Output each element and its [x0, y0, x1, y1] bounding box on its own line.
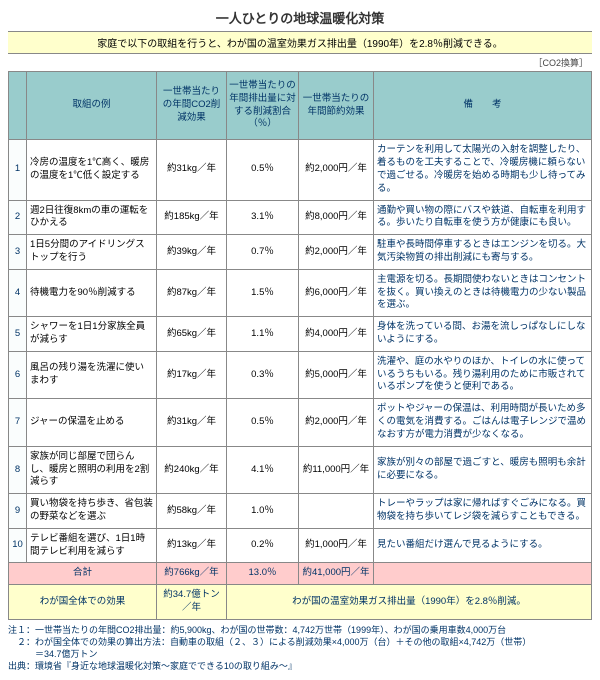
- col-effect: 一世帯当たりの年間CO2削減効果: [157, 72, 227, 140]
- page-subtitle: 家庭で以下の取組を行うと、わが国の温室効果ガス排出量（1990年）を2.8％削減…: [8, 31, 592, 54]
- row-example: 1日5分間のアイドリングストップを行う: [27, 235, 157, 270]
- row-percent: 1.0％: [227, 494, 299, 529]
- row-yen: 約2,000円／年: [299, 140, 374, 200]
- row-num: 5: [9, 317, 27, 352]
- col-example: 取組の例: [27, 72, 157, 140]
- total-yen: 約41,000円／年: [299, 563, 374, 585]
- table-header-row: 取組の例 一世帯当たりの年間CO2削減効果 一世帯当たりの年間排出量に対する削減…: [9, 72, 592, 140]
- row-note: 身体を洗っている間、お湯を流しっぱなしにしないようにする。: [374, 317, 592, 352]
- row-percent: 0.2％: [227, 528, 299, 563]
- row-effect: 約17kg／年: [157, 351, 227, 398]
- footnote-3: ＝34.7億万トン: [8, 648, 592, 660]
- row-note: ポットやジャーの保温は、利用時間が長いため多くの電気を消費する。ごはんは電子レン…: [374, 399, 592, 446]
- row-effect: 約58kg／年: [157, 494, 227, 529]
- row-note: 駐車や長時間停車するときはエンジンを切る。大気汚染物質の排出削減にも寄与する。: [374, 235, 592, 270]
- row-yen: 約6,000円／年: [299, 269, 374, 316]
- row-yen: 約11,000円／年: [299, 446, 374, 493]
- row-example: ジャーの保温を止める: [27, 399, 157, 446]
- row-example: テレビ番組を選び、1日1時間テレビ利用を減らす: [27, 528, 157, 563]
- row-yen: 約4,000円／年: [299, 317, 374, 352]
- footnote-source: 出典：環境省『身近な地球温暖化対策～家庭でできる10の取り組み～』: [8, 660, 592, 672]
- row-num: 9: [9, 494, 27, 529]
- row-percent: 0.5％: [227, 399, 299, 446]
- grand-row: わが国全体での効果 約34.7億トン／年 わが国の温室効果ガス排出量（1990年…: [9, 585, 592, 620]
- row-yen: [299, 494, 374, 529]
- row-percent: 0.5％: [227, 140, 299, 200]
- row-example: 待機電力を90％削減する: [27, 269, 157, 316]
- total-label: 合計: [9, 563, 157, 585]
- row-yen: 約2,000円／年: [299, 235, 374, 270]
- row-num: 3: [9, 235, 27, 270]
- table-row: 8家族が同じ部屋で団らんし、暖房と照明の利用を2割減らす約240kg／年4.1％…: [9, 446, 592, 493]
- row-effect: 約13kg／年: [157, 528, 227, 563]
- row-yen: 約2,000円／年: [299, 399, 374, 446]
- page-title: 一人ひとりの地球温暖化対策: [8, 8, 592, 27]
- row-effect: 約39kg／年: [157, 235, 227, 270]
- col-note: 備 考: [374, 72, 592, 140]
- grand-label: わが国全体での効果: [9, 585, 157, 620]
- row-effect: 約31kg／年: [157, 140, 227, 200]
- total-note-empty: [374, 563, 592, 585]
- footnotes: 注１：一世帯当たりの年間CO2排出量：約5,900kg、わが国の世帯数：4,74…: [8, 624, 592, 673]
- row-num: 6: [9, 351, 27, 398]
- row-yen: 約1,000円／年: [299, 528, 374, 563]
- total-effect: 約766kg／年: [157, 563, 227, 585]
- row-note: 見たい番組だけ選んで見るようにする。: [374, 528, 592, 563]
- row-percent: 4.1％: [227, 446, 299, 493]
- footnote-2: ２：わが国全体での効果の算出方法：自動車の取組（２、３）による削減効果×4,00…: [8, 636, 592, 648]
- table-row: 1冷房の温度を1℃高く、暖房の温度を1℃低く設定する約31kg／年0.5％約2,…: [9, 140, 592, 200]
- row-effect: 約65kg／年: [157, 317, 227, 352]
- grand-note: わが国の温室効果ガス排出量（1990年）を2.8％削減。: [227, 585, 592, 620]
- total-percent: 13.0％: [227, 563, 299, 585]
- row-note: 主電源を切る。長期間使わないときはコンセントを抜く。買い換えのときは待機電力の少…: [374, 269, 592, 316]
- col-percent: 一世帯当たりの年間排出量に対する削減割合（％）: [227, 72, 299, 140]
- row-yen: 約5,000円／年: [299, 351, 374, 398]
- row-percent: 1.1％: [227, 317, 299, 352]
- table-row: 31日5分間のアイドリングストップを行う約39kg／年0.7％約2,000円／年…: [9, 235, 592, 270]
- total-row: 合計 約766kg／年 13.0％ 約41,000円／年: [9, 563, 592, 585]
- row-num: 8: [9, 446, 27, 493]
- col-num: [9, 72, 27, 140]
- measures-table: 取組の例 一世帯当たりの年間CO2削減効果 一世帯当たりの年間排出量に対する削減…: [8, 71, 592, 620]
- table-row: 6風呂の残り湯を洗濯に使いまわす約17kg／年0.3％約5,000円／年洗濯や、…: [9, 351, 592, 398]
- row-percent: 0.7％: [227, 235, 299, 270]
- footnote-1: 注１：一世帯当たりの年間CO2排出量：約5,900kg、わが国の世帯数：4,74…: [8, 624, 592, 636]
- row-example: シャワーを1日1分家族全員が減らす: [27, 317, 157, 352]
- row-num: 1: [9, 140, 27, 200]
- row-effect: 約185kg／年: [157, 200, 227, 235]
- unit-note: ［CO2換算］: [8, 54, 592, 71]
- table-row: 2週2日往復8kmの車の運転をひかえる約185kg／年3.1％約8,000円／年…: [9, 200, 592, 235]
- table-row: 4待機電力を90％削減する約87kg／年1.5％約6,000円／年主電源を切る。…: [9, 269, 592, 316]
- row-percent: 3.1％: [227, 200, 299, 235]
- row-note: 洗濯や、庭の水やりのほか、トイレの水に使っているうちもいる。残り湯利用のために市…: [374, 351, 592, 398]
- row-num: 10: [9, 528, 27, 563]
- row-effect: 約240kg／年: [157, 446, 227, 493]
- row-effect: 約87kg／年: [157, 269, 227, 316]
- row-example: 家族が同じ部屋で団らんし、暖房と照明の利用を2割減らす: [27, 446, 157, 493]
- col-yen: 一世帯当たりの年間節約効果: [299, 72, 374, 140]
- row-example: 風呂の残り湯を洗濯に使いまわす: [27, 351, 157, 398]
- table-row: 9買い物袋を持ち歩き、省包装の野菜などを選ぶ約58kg／年1.0％ トレーやラップ…: [9, 494, 592, 529]
- table-row: 5シャワーを1日1分家族全員が減らす約65kg／年1.1％約4,000円／年身体…: [9, 317, 592, 352]
- table-row: 10テレビ番組を選び、1日1時間テレビ利用を減らす約13kg／年0.2％約1,0…: [9, 528, 592, 563]
- row-note: 家族が別々の部屋で過ごすと、暖房も照明も余計に必要になる。: [374, 446, 592, 493]
- row-note: 通勤や買い物の際にバスや鉄道、自転車を利用する。歩いたり自転車を使う方が健康にも…: [374, 200, 592, 235]
- row-example: 週2日往復8kmの車の運転をひかえる: [27, 200, 157, 235]
- row-percent: 0.3％: [227, 351, 299, 398]
- row-note: トレーやラップは家に帰ればすぐごみになる。買物袋を持ち歩いてレジ袋を減らすことも…: [374, 494, 592, 529]
- table-row: 7ジャーの保温を止める約31kg／年0.5％約2,000円／年ポットやジャーの保…: [9, 399, 592, 446]
- row-num: 7: [9, 399, 27, 446]
- row-num: 4: [9, 269, 27, 316]
- row-effect: 約31kg／年: [157, 399, 227, 446]
- row-percent: 1.5％: [227, 269, 299, 316]
- row-num: 2: [9, 200, 27, 235]
- row-yen: 約8,000円／年: [299, 200, 374, 235]
- row-example: 買い物袋を持ち歩き、省包装の野菜などを選ぶ: [27, 494, 157, 529]
- grand-effect: 約34.7億トン／年: [157, 585, 227, 620]
- row-note: カーテンを利用して太陽光の入射を調整したり、着るものを工夫することで、冷暖房機に…: [374, 140, 592, 200]
- row-example: 冷房の温度を1℃高く、暖房の温度を1℃低く設定する: [27, 140, 157, 200]
